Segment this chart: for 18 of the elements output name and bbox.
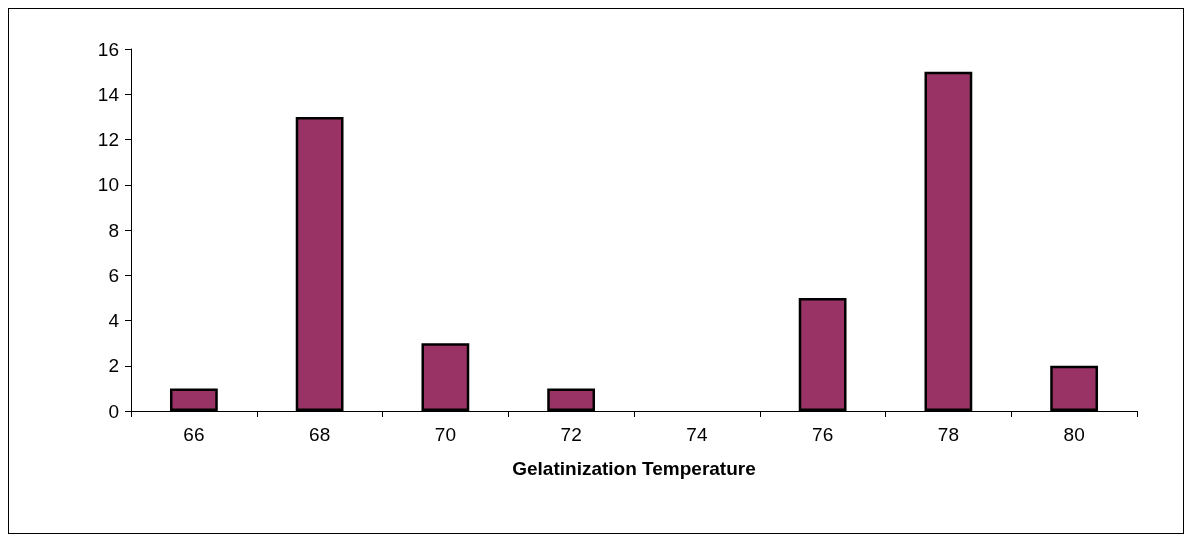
y-tick-label: 12 — [97, 129, 119, 150]
x-tick-label: 74 — [686, 424, 708, 445]
x-tick-label: 68 — [309, 424, 331, 445]
y-tick-label: 14 — [97, 83, 120, 105]
x-tick-label: 78 — [937, 424, 959, 445]
y-tick-label: 8 — [108, 219, 119, 241]
x-tick-label: 72 — [560, 424, 582, 445]
x-tick-label: 70 — [434, 424, 456, 445]
x-axis-title: Gelatinization Temperature — [512, 458, 756, 479]
y-tick-label: 4 — [108, 310, 120, 331]
y-tick-label: 16 — [97, 38, 119, 60]
y-tick-label: 0 — [108, 400, 119, 422]
y-tick-label: 10 — [97, 174, 119, 196]
x-tick-label: 66 — [183, 424, 205, 445]
y-tick-label: 2 — [108, 355, 119, 377]
x-tick-label: 76 — [812, 424, 834, 445]
y-tick-label: 6 — [108, 264, 119, 286]
x-tick-label: 80 — [1063, 424, 1085, 445]
